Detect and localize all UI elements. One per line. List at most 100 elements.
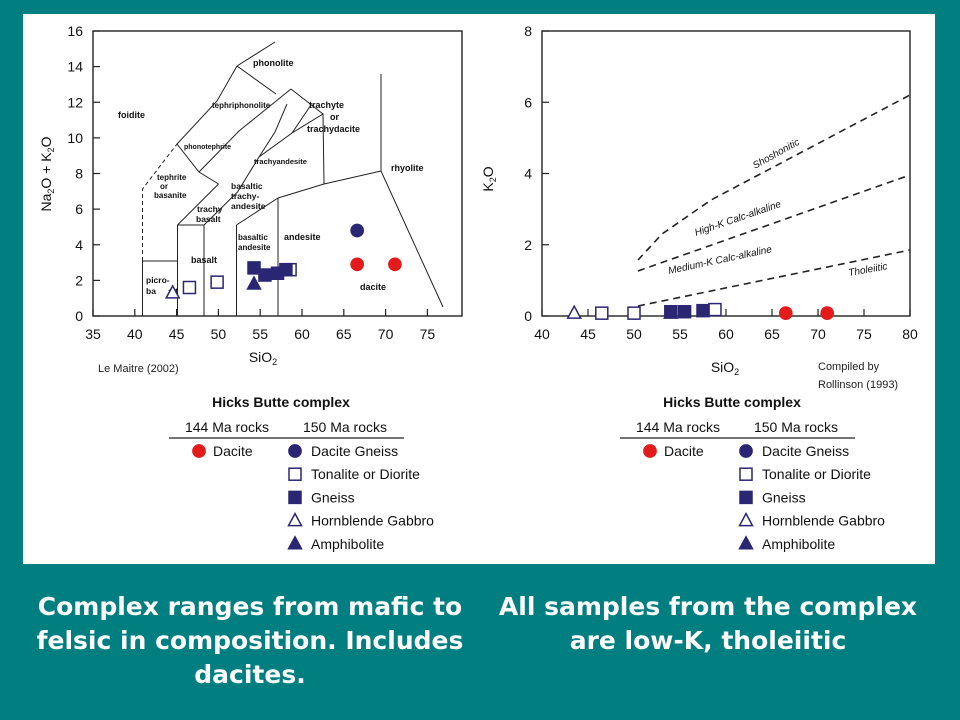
y-tick-label: 4 <box>524 166 532 182</box>
label-shoshonitic: Shoshonitic <box>751 137 802 172</box>
y-tick-label: 6 <box>75 201 83 217</box>
point-dacite <box>778 306 793 320</box>
highk-boundary <box>637 174 911 272</box>
field-andesite-bt: andesite <box>231 201 266 211</box>
y-tick-label: 16 <box>67 23 83 39</box>
caption-right: All samples from the complex are low-K, … <box>498 592 918 655</box>
legend-left: Hicks Butte complex 144 Ma rocks 150 Ma ro… <box>169 394 434 552</box>
point-dacite-gneiss <box>350 223 365 238</box>
x-tick-label: 55 <box>252 326 268 342</box>
field-basalt-tb: basalt <box>196 214 221 224</box>
x-tick-label: 70 <box>810 326 826 342</box>
legend-item-gneiss: Gneiss <box>762 489 806 505</box>
point-amphibolite <box>246 275 262 290</box>
legend-item-gneiss: Gneiss <box>311 489 355 505</box>
legend-marker-gneiss <box>739 490 753 505</box>
tas-source-label: Le Maitre (2002) <box>98 363 179 375</box>
legend-item-tonalite-or-diorite: Tonalite or Diorite <box>762 466 871 482</box>
field-phonotephrite: phonotephrite <box>184 144 231 151</box>
legend-marker-amphibolite <box>738 535 754 550</box>
x-tick-label: 50 <box>211 326 227 342</box>
tas-y-ticks: 16 14 12 10 8 6 4 2 0 <box>67 23 100 324</box>
field-picro: picro- <box>146 275 170 285</box>
k2o-source-line-1: Compiled by <box>818 361 880 373</box>
point-amphibolite <box>663 304 679 319</box>
label-highk: High-K Calc-alkaline <box>693 199 783 239</box>
legend-title: Hicks Butte complex <box>212 394 350 410</box>
field-basaltic: basaltic <box>231 181 263 191</box>
tas-x-axis-label: SiO2 <box>249 349 277 367</box>
point-gneiss <box>247 261 261 275</box>
field-tephrite: tephrite <box>157 173 187 182</box>
tas-data-points <box>164 223 402 299</box>
k2o-data-points <box>566 302 835 320</box>
k2o-source-line-2: Rollinson (1993) <box>818 379 898 391</box>
legend-col-144: 144 Ma rocks <box>636 419 720 435</box>
y-tick-label: 6 <box>524 94 532 110</box>
field-trachyte: trachyte <box>309 100 344 110</box>
tas-field-boundaries <box>142 41 444 316</box>
legend-marker-dacite-gneiss <box>739 444 753 458</box>
tas-y-axis-label: Na2O + K2O <box>38 136 56 211</box>
field-trachy: trachy <box>197 204 223 214</box>
legend-item-amphibolite: Amphibolite <box>762 536 835 552</box>
y-tick-label: 12 <box>67 94 83 110</box>
point-tonalite-or-diorite <box>182 280 197 295</box>
x-tick-label: 45 <box>580 326 596 342</box>
x-tick-label: 60 <box>718 326 734 342</box>
field-dacite: dacite <box>360 282 386 292</box>
k2o-y-ticks: 8 6 4 2 0 <box>524 23 549 324</box>
label-mediumk: Medium-K Calc-alkaline <box>667 244 773 277</box>
mediumk-boundary <box>637 249 911 307</box>
y-tick-label: 4 <box>75 237 83 253</box>
legend-item-dacite-gneiss: Dacite Gneiss <box>311 443 398 459</box>
k2o-y-axis-label: K2O <box>480 166 498 191</box>
x-tick-label: 40 <box>534 326 550 342</box>
k2o-x-axis-label: SiO2 <box>711 359 739 377</box>
x-tick-label: 60 <box>294 326 310 342</box>
legend-right: Hicks Butte complex 144 Ma rocks 150 Ma ro… <box>620 394 885 552</box>
point-hornblende-gabbro <box>164 284 181 299</box>
y-tick-label: 2 <box>524 237 532 253</box>
y-tick-label: 8 <box>75 166 83 182</box>
legend-marker-hornblende-gabbro <box>738 512 754 527</box>
y-tick-label: 0 <box>524 308 532 324</box>
field-or: or <box>330 112 339 122</box>
point-dacite <box>388 257 402 272</box>
y-tick-label: 14 <box>67 59 83 75</box>
y-tick-label: 8 <box>524 23 532 39</box>
field-picro-ba: ba <box>146 286 156 296</box>
field-phonolite: phonolite <box>253 58 294 68</box>
legend-item-hornblende-gabbro: Hornblende Gabbro <box>311 513 434 529</box>
x-tick-label: 35 <box>85 326 101 342</box>
x-tick-label: 65 <box>336 326 352 342</box>
x-tick-label: 55 <box>672 326 688 342</box>
legend-marker-dacite <box>643 444 657 458</box>
k2o-x-ticks: 40 45 50 55 60 65 70 75 80 <box>534 309 918 342</box>
legend-item-hornblende-gabbro: Hornblende Gabbro <box>762 513 885 529</box>
field-andesite: andesite <box>284 232 321 242</box>
x-tick-label: 40 <box>127 326 143 342</box>
field-basanite: basanite <box>154 191 187 200</box>
point-tonalite-or-diorite <box>210 275 224 289</box>
x-tick-label: 80 <box>902 326 918 342</box>
legend-item-dacite-gneiss: Dacite Gneiss <box>762 443 849 459</box>
legend-item-tonalite-or-diorite: Tonalite or Diorite <box>311 466 420 482</box>
legend-col-150: 150 Ma rocks <box>303 419 387 435</box>
point-gneiss <box>677 304 692 319</box>
point-tonalite-or-diorite <box>595 306 609 320</box>
field-basaltic-andesite-1: basaltic <box>238 233 268 242</box>
label-tholeiitic: Tholeiitic <box>848 261 889 279</box>
figure-panel: 16 14 12 10 8 6 4 2 0 35 40 45 50 55 60 65 70 75 foidite… <box>23 14 935 564</box>
tas-x-ticks: 35 40 45 50 55 60 65 70 75 <box>85 309 435 342</box>
tas-diagram: 16 14 12 10 8 6 4 2 0 35 40 45 50 55 60 65 70 75 foidite… <box>38 23 463 375</box>
point-dacite <box>350 257 365 272</box>
field-basaltic-andesite-2: andesite <box>238 243 271 252</box>
field-tephriphonolite: tephriphonolite <box>212 101 271 110</box>
point-tonalite-or-diorite <box>708 302 722 317</box>
field-foidite: foidite <box>118 110 145 120</box>
x-tick-label: 75 <box>420 326 436 342</box>
legend-title: Hicks Butte complex <box>663 394 801 410</box>
k2o-diagram: 8 6 4 2 0 40 45 50 55 60 65 70 75 80 Shoshonitic Hig… <box>480 23 918 391</box>
x-tick-label: 65 <box>764 326 780 342</box>
